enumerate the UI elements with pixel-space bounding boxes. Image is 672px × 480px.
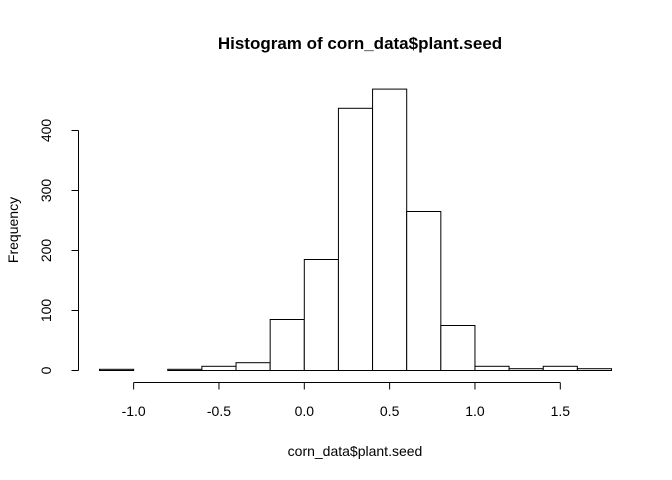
x-tick-label: 0.0 [295, 403, 315, 419]
histogram-bar [372, 88, 408, 371]
histogram-bar [542, 365, 578, 371]
y-tick-label: 200 [38, 239, 54, 263]
x-tick-label: 1.0 [465, 403, 485, 419]
histogram-bar [440, 325, 476, 371]
y-tick-label: 400 [38, 119, 54, 143]
x-tick-label: -1.0 [122, 403, 146, 419]
x-axis-label: corn_data$plant.seed [288, 443, 423, 459]
x-tick-label: -0.5 [207, 403, 231, 419]
histogram-bar [167, 368, 203, 371]
histogram-bar [235, 362, 271, 372]
histogram-bar [99, 368, 135, 371]
y-tick-label: 0 [38, 366, 54, 374]
histogram-bar [303, 259, 339, 371]
histogram-bar [508, 368, 544, 372]
y-axis: 0 100 200 300 400 [38, 119, 79, 374]
x-axis: -1.0 -0.5 0.0 0.5 1.0 1.5 [122, 382, 571, 419]
histogram-bars [99, 88, 612, 372]
histogram-bar [576, 368, 612, 372]
chart-title: Histogram of corn_data$plant.seed [218, 34, 502, 53]
x-tick-label: 1.5 [551, 403, 571, 419]
y-tick-label: 300 [38, 179, 54, 203]
histogram-bar [201, 365, 237, 371]
histogram-bar [406, 211, 442, 371]
histogram-bar [337, 107, 374, 372]
y-axis-label: Frequency [5, 197, 21, 263]
histogram-bar [474, 365, 510, 371]
x-tick-label: 0.5 [380, 403, 400, 419]
histogram-bar [269, 319, 305, 371]
y-tick-label: 100 [38, 299, 54, 323]
